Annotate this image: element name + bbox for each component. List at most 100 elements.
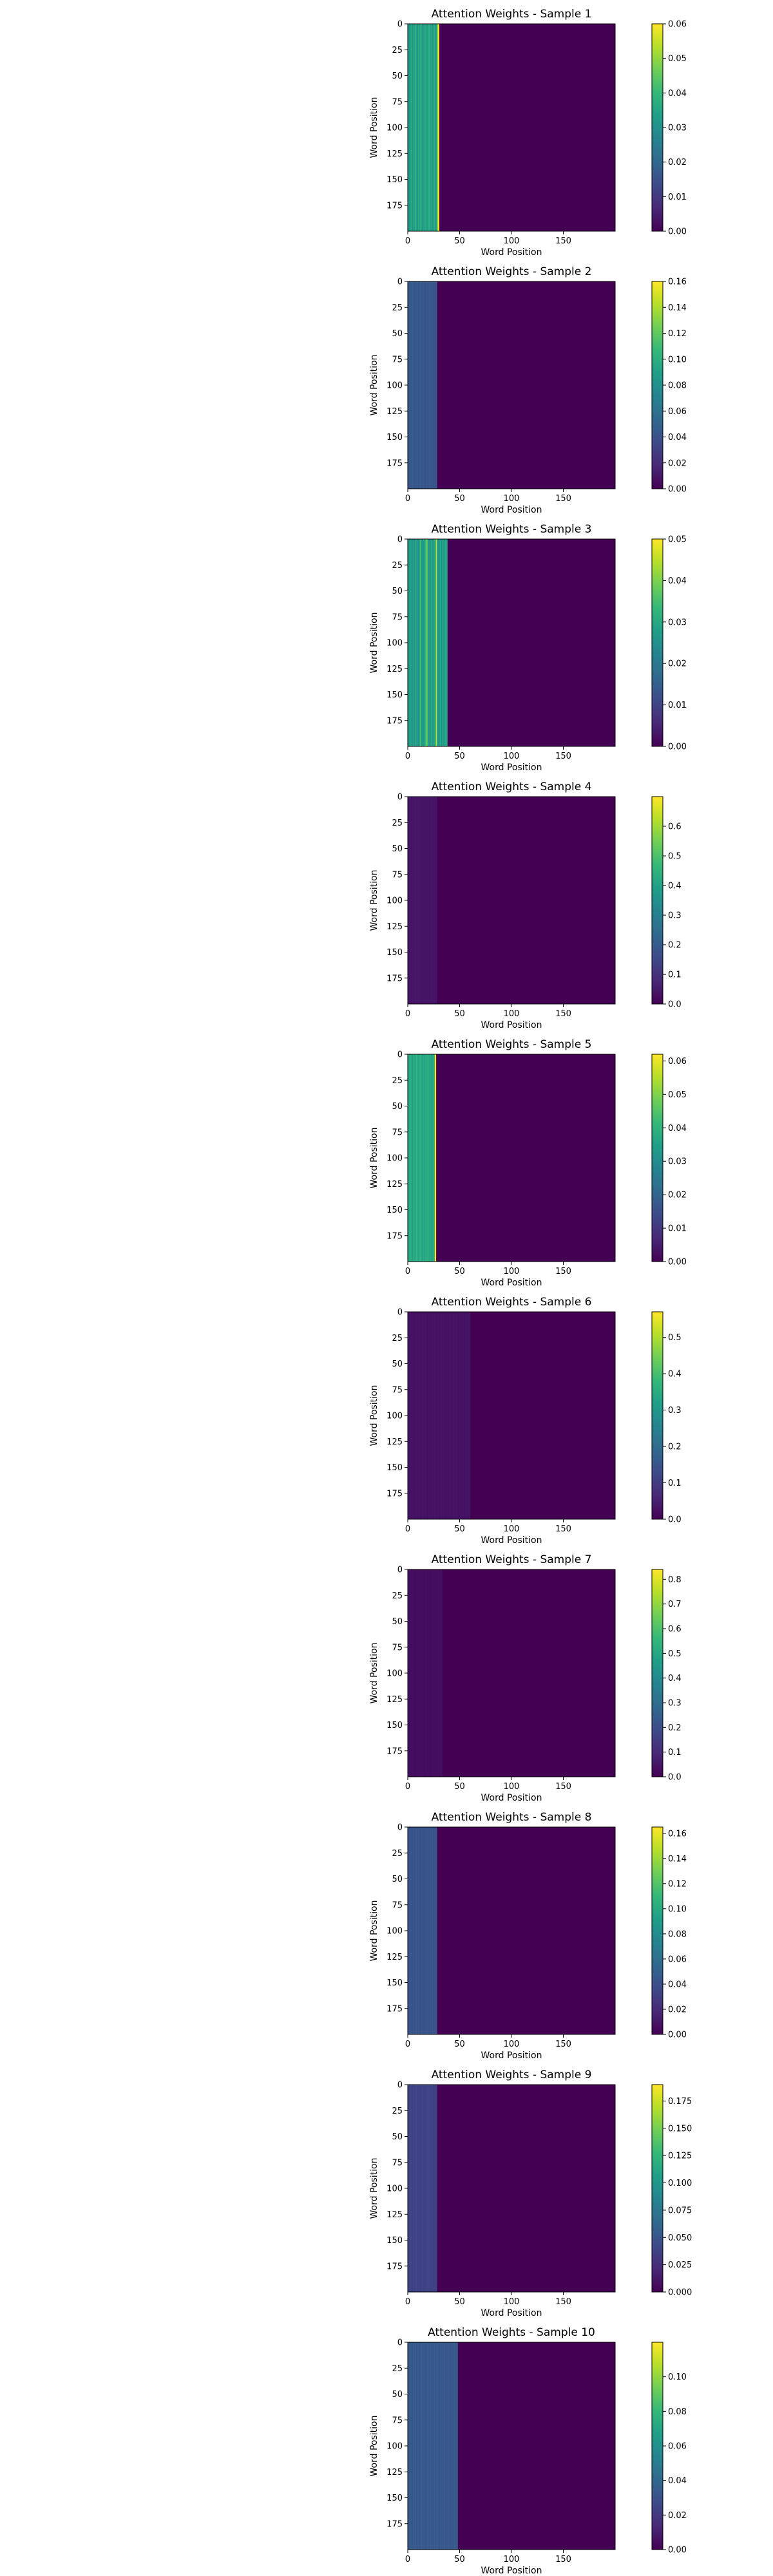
heatmap-column (432, 2085, 434, 2292)
y-axis-label: Word Position (369, 1643, 379, 1704)
heatmap-column (418, 1569, 420, 1777)
heatmap-column (408, 539, 410, 746)
y-axis-label: Word Position (369, 97, 379, 158)
x-tick-label: 50 (454, 1009, 465, 1019)
colorbar-tick-label: 0.100 (668, 2179, 692, 2188)
heatmap-column (425, 797, 427, 1004)
y-tick-label: 50 (392, 587, 403, 596)
x-tick-label: 0 (405, 2555, 410, 2564)
colorbar-tick-label: 0.04 (668, 2476, 687, 2486)
heatmap-column (426, 2342, 428, 2550)
colorbar-tick-label: 0.00 (668, 2546, 687, 2555)
heatmap-column (419, 797, 421, 1004)
y-tick-label: 150 (386, 1206, 403, 1215)
colorbar-tick-label: 0.4 (668, 882, 682, 891)
heatmap-column (420, 539, 422, 746)
y-axis-label: Word Position (369, 1128, 379, 1189)
heatmap-column (447, 1312, 449, 1519)
heatmap-column (423, 1054, 425, 1262)
heatmap-column (415, 2342, 418, 2550)
heatmap-column (422, 1827, 424, 2034)
heatmap-column (428, 1054, 430, 1262)
heatmap-column (415, 1312, 417, 1519)
heatmap-column (448, 1312, 450, 1519)
heatmap-column (437, 1569, 439, 1777)
x-tick-label: 50 (454, 1267, 465, 1276)
heatmap-column (408, 24, 410, 231)
chart-title: Attention Weights - Sample 6 (432, 1296, 592, 1309)
heatmap-background (408, 1827, 615, 2034)
colorbar-tick-label: 0.12 (668, 329, 687, 339)
colorbar-tick-label: 0.04 (668, 89, 687, 99)
chart-title: Attention Weights - Sample 3 (432, 523, 592, 536)
colorbar-tick-label: 0.175 (668, 2097, 692, 2107)
heatmap-column (420, 797, 422, 1004)
y-axis-label: Word Position (369, 355, 379, 416)
heatmap-column (422, 281, 424, 489)
heatmap-column (415, 1312, 418, 1519)
y-tick-label: 0 (397, 2081, 403, 2090)
heatmap-column (429, 281, 432, 489)
y-tick-label: 125 (386, 2210, 403, 2220)
heatmap-column (432, 797, 434, 1004)
colorbar-tick-label: 0.02 (668, 158, 687, 167)
colorbar-tick-label: 0.02 (668, 2005, 687, 2014)
y-tick-label: 150 (386, 948, 403, 958)
heatmap-column (442, 2342, 444, 2550)
chart-title: Attention Weights - Sample 7 (432, 1553, 592, 1566)
x-tick-label: 100 (504, 1267, 520, 1276)
heatmap-column (422, 797, 424, 1004)
heatmap-column (427, 1569, 429, 1777)
heatmap-column (434, 1312, 437, 1519)
heatmap-column (421, 797, 423, 1004)
heatmap-background (408, 281, 615, 489)
heatmap-column (437, 1312, 439, 1519)
colorbar-tick-label: 0.6 (668, 1625, 682, 1634)
y-axis-label: Word Position (369, 2416, 379, 2477)
y-axis-label: Word Position (369, 1385, 379, 1446)
y-tick-label: 100 (386, 2442, 403, 2452)
heatmap-column (423, 2085, 425, 2292)
heatmap-column (432, 2342, 434, 2550)
heatmap-column (415, 1569, 417, 1777)
heatmap-column (417, 1569, 419, 1777)
heatmap-column (417, 281, 419, 489)
y-tick-label: 25 (392, 819, 403, 828)
heatmap-column (432, 2085, 434, 2292)
y-tick-label: 50 (392, 2132, 403, 2142)
heatmap-column (446, 1312, 448, 1519)
heatmap-column (429, 1569, 432, 1777)
heatmap-column (414, 1312, 415, 1519)
heatmap-column (408, 281, 410, 489)
heatmap-column (454, 1312, 456, 1519)
x-tick-label: 50 (454, 2040, 465, 2049)
heatmap-column (430, 1054, 432, 1262)
heatmap-column (413, 281, 415, 489)
y-tick-label: 100 (386, 1927, 403, 1937)
y-tick-label: 0 (397, 535, 403, 545)
heatmap-column (419, 24, 421, 231)
colorbar-tick-label: 0.8 (668, 1575, 682, 1585)
x-tick-label: 150 (555, 752, 571, 761)
heatmap-column (410, 2085, 413, 2292)
colorbar-tick-label: 0.050 (668, 2233, 692, 2243)
y-axis-label: Word Position (369, 1900, 379, 1962)
heatmap-column (408, 281, 410, 489)
y-tick-label: 25 (392, 2107, 403, 2116)
colorbar-tick-label: 0.02 (668, 459, 687, 468)
heatmap-panel-5: Attention Weights - Sample 5 0 50 100 150 0 25… (369, 1038, 687, 1288)
heatmap-column (429, 539, 432, 746)
heatmap-column (466, 1312, 468, 1519)
y-tick-label: 75 (392, 2416, 403, 2425)
x-tick-label: 150 (555, 236, 571, 246)
x-axis-label: Word Position (481, 2050, 542, 2061)
heatmap-column (437, 2342, 439, 2550)
heatmap-column (443, 1312, 444, 1519)
colorbar-tick-label: 0.10 (668, 1904, 687, 1914)
heatmap-column (437, 539, 439, 746)
heatmap-column (444, 539, 446, 746)
colorbar-tick-label: 0.03 (668, 1157, 687, 1167)
y-tick-label: 175 (386, 2519, 403, 2529)
y-tick-label: 125 (386, 1437, 403, 1447)
heatmap-column (408, 797, 410, 1004)
